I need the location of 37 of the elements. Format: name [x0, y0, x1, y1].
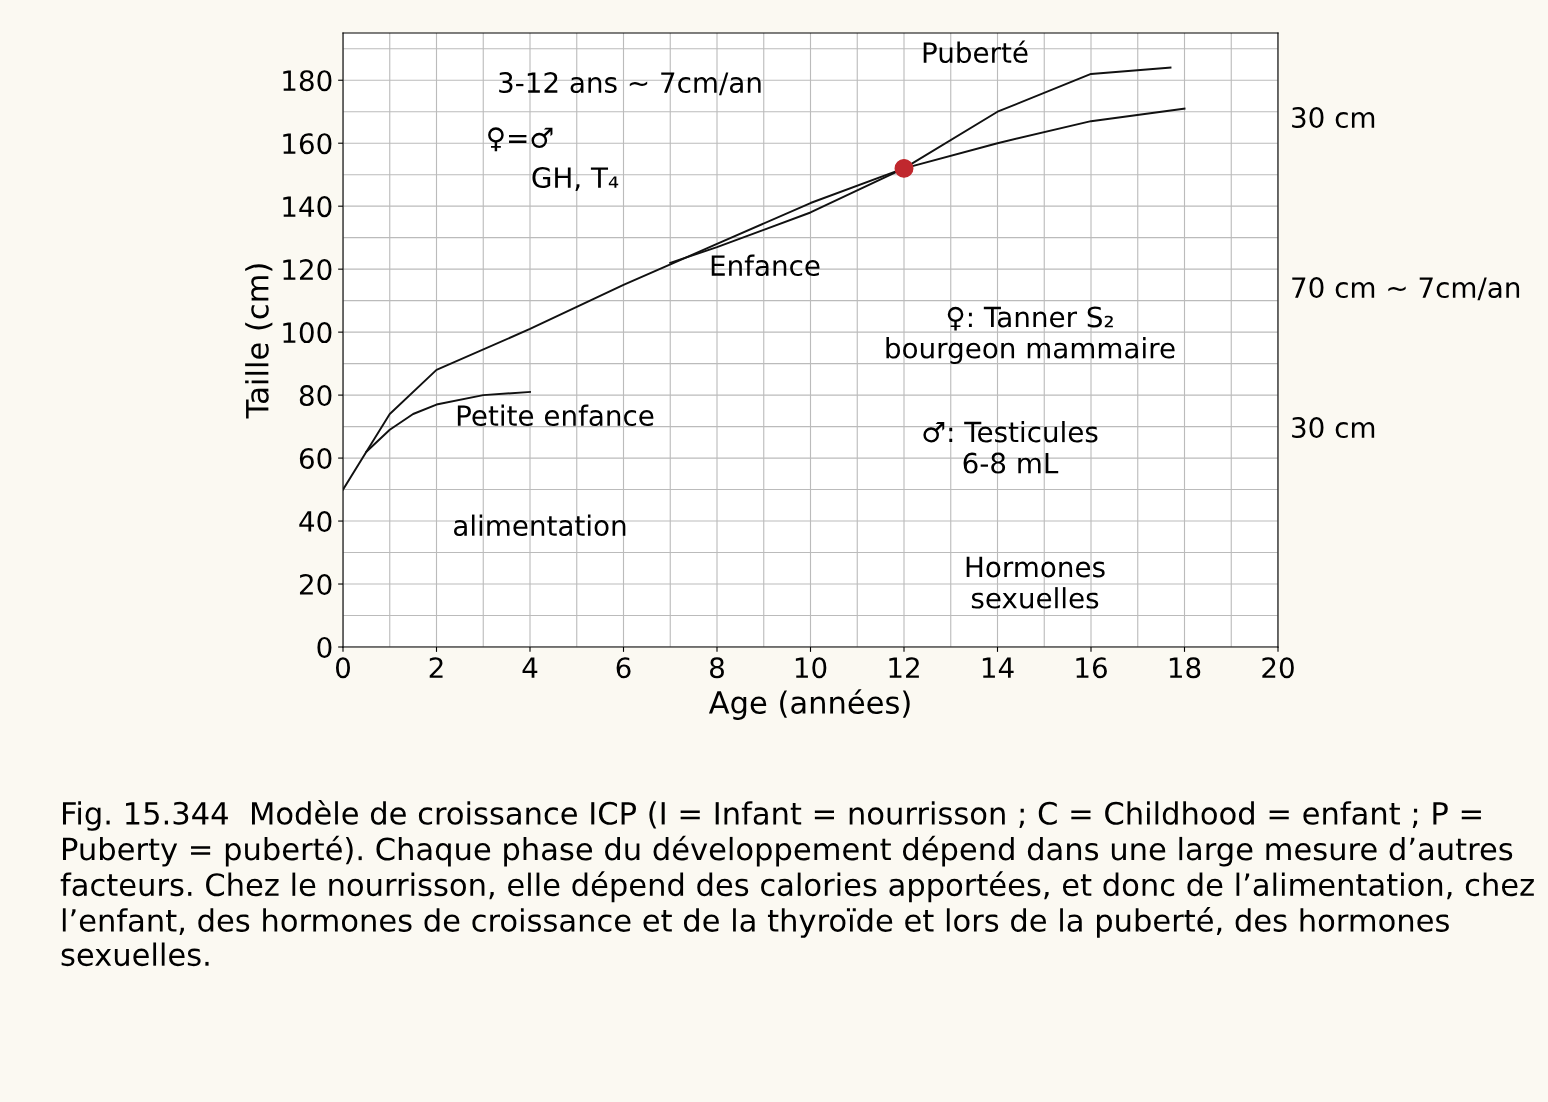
y-tick-label: 20 — [299, 573, 332, 595]
annotation: Enfance — [711, 254, 820, 277]
y-tick-label: 0 — [317, 636, 332, 658]
caption: Fig. 15.344 Modèle de croissance ICP (I = Infant = nourrisson ; C = Childhood = enfant ; P = Puberty = puberté). Chaque phase du développement dépend dans une large mesure d’autres facteurs. Chez le nourrisson, elle dépend des calories apportées, et donc de l’alimentation, chez l’enfant, des hormones de croissance et de la thyroïde et lors de la puberté, des hormones sexuelles. — [60, 800, 1534, 967]
x-tick-label: 10 — [795, 657, 827, 679]
y-tick-label: 100 — [283, 322, 332, 344]
y-tick-label: 160 — [283, 133, 332, 155]
x-tick-label: 0 — [335, 657, 350, 679]
x-tick-label: 8 — [710, 657, 724, 679]
x-tick-label: 2 — [429, 657, 443, 678]
y-tick-label: 140 — [283, 196, 332, 218]
annotation: 3-12 ans ~ 7cm/an — [499, 72, 761, 96]
y-tick-label: 40 — [299, 510, 332, 532]
annotation: Petite enfance — [457, 404, 654, 427]
annotation: GH, T₄ — [532, 167, 619, 191]
text: 30 cm — [1292, 417, 1375, 439]
x-tick-label: 18 — [1169, 657, 1201, 679]
y-tick-label: 180 — [283, 70, 332, 92]
y-tick-label: 80 — [299, 385, 332, 407]
annotation: ♀: Tanner S₂ bourgeon mammaire — [886, 306, 1175, 364]
x-axis-title: Age (années) — [708, 689, 910, 720]
y-tick-label: 60 — [299, 448, 332, 470]
x-tick-label: 20 — [1262, 657, 1294, 679]
annotation: ♀=♂ — [488, 127, 553, 152]
x-tick-label: 6 — [616, 657, 631, 679]
annotation: Puberté — [923, 40, 1028, 64]
annotation: Hormones sexuelles — [966, 556, 1105, 609]
text: 30 cm — [1292, 107, 1375, 129]
y-axis-title: Taille (cm) — [245, 264, 273, 419]
annotation: ♂: Testicules 6-8 mL — [923, 421, 1098, 474]
x-tick-label: 4 — [522, 657, 538, 678]
x-tick-label: 14 — [982, 657, 1014, 678]
x-tick-label: 16 — [1076, 657, 1107, 679]
annotation: alimentation — [454, 514, 626, 537]
x-tick-label: 12 — [889, 657, 919, 678]
text: 70 cm ~ 7cm/an — [1292, 277, 1520, 301]
y-tick-label: 120 — [283, 259, 332, 281]
